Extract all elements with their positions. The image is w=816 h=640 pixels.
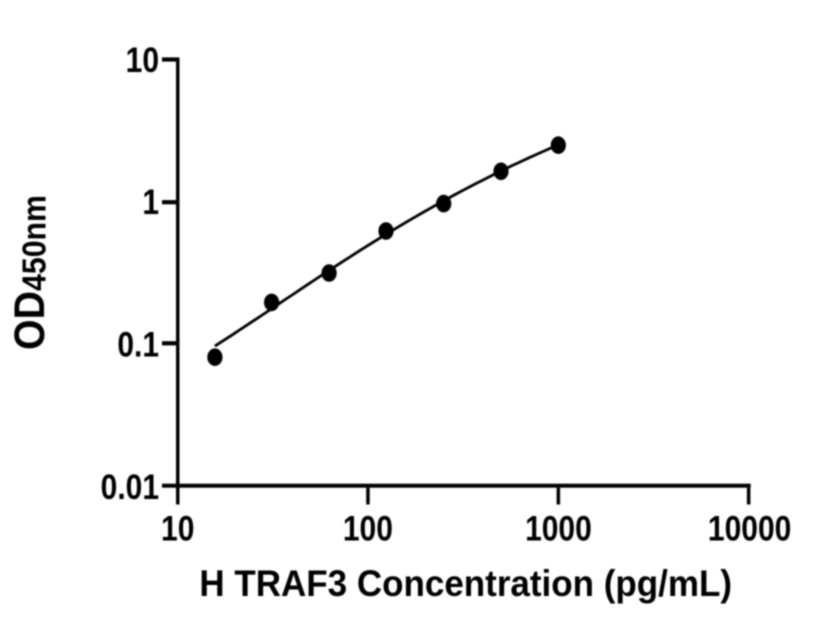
svg-text:0.1: 0.1 [117,324,159,364]
svg-text:1000: 1000 [525,508,592,548]
svg-text:H TRAF3 Concentration (pg/mL): H TRAF3 Concentration (pg/mL) [199,562,732,604]
svg-text:10: 10 [126,40,159,80]
svg-text:0.01: 0.01 [101,467,159,507]
svg-text:10: 10 [161,508,194,548]
svg-text:10000: 10000 [708,508,791,548]
svg-text:100: 100 [343,508,393,548]
svg-text:OD450nm: OD450nm [6,195,54,350]
svg-text:1: 1 [142,182,159,222]
